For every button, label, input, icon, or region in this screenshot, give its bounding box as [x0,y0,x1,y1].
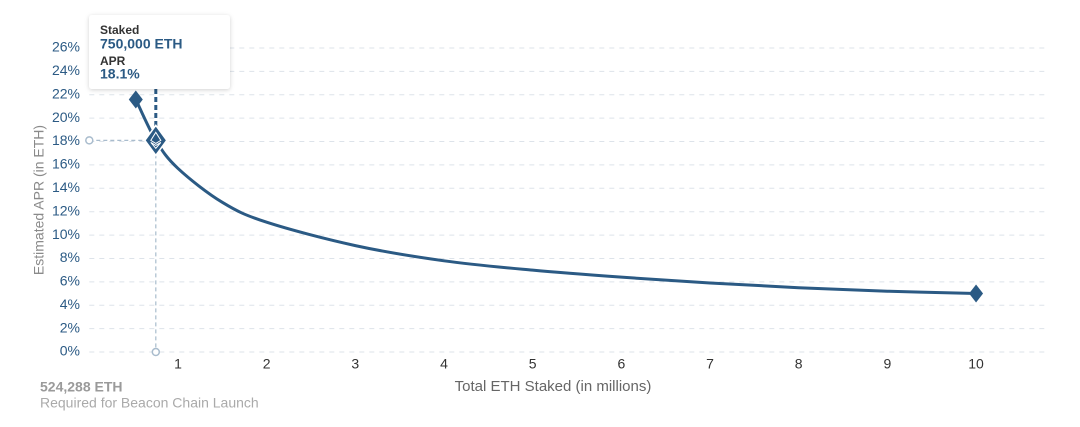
y-tick-label: 24% [52,62,80,78]
annotation-note: Required for Beacon Chain Launch [40,395,259,411]
y-tick-label: 6% [60,273,80,289]
end-marker [128,90,143,109]
eth-icon [150,131,162,150]
x-tick-label: 9 [883,356,891,372]
x-tick-label: 4 [440,356,448,372]
axis-dot [151,347,161,357]
x-tick-label: 7 [706,356,714,372]
plot [85,89,984,357]
y-tick-label: 18% [52,132,80,148]
y-tick-label: 22% [52,85,80,101]
grid [89,47,1047,353]
y-tick-label: 20% [52,109,80,125]
y-tick-label: 4% [60,296,80,312]
x-tick-label: 6 [617,356,625,372]
y-tick-label: 12% [52,202,80,218]
y-tick-label: 26% [52,39,80,55]
y-axis-title: Estimated APR (in ETH) [31,125,47,275]
x-tick-label: 1 [174,356,182,372]
y-tick-label: 8% [60,249,80,265]
annotation-value: 524,288 ETH [40,379,123,395]
y-tick-label: 10% [52,226,80,242]
x-tick-label: 2 [263,356,271,372]
x-tick-label: 3 [351,356,359,372]
tooltip-label: APR [100,54,126,68]
axis-dot [85,136,94,145]
x-tick-label: 5 [529,356,537,372]
x-tick-label: 8 [795,356,803,372]
tooltip-box [89,15,230,89]
y-tick-label: 0% [60,343,80,359]
tooltip-label: Staked [100,23,139,37]
end-marker [969,284,984,303]
tooltip-value: 750,000 ETH [100,36,183,52]
highlight-marker [143,124,168,157]
x-tick-label: 10 [968,356,984,372]
tooltip: Staked 750,000 ETH APR 18.1% [89,15,230,89]
x-axis-title: Total ETH Staked (in millions) [455,378,652,395]
y-tick-label: 14% [52,179,80,195]
y-tick-label: 2% [60,319,80,335]
line [134,98,977,296]
y-tick-label: 16% [52,156,80,172]
tooltip-value: 18.1% [100,66,140,82]
